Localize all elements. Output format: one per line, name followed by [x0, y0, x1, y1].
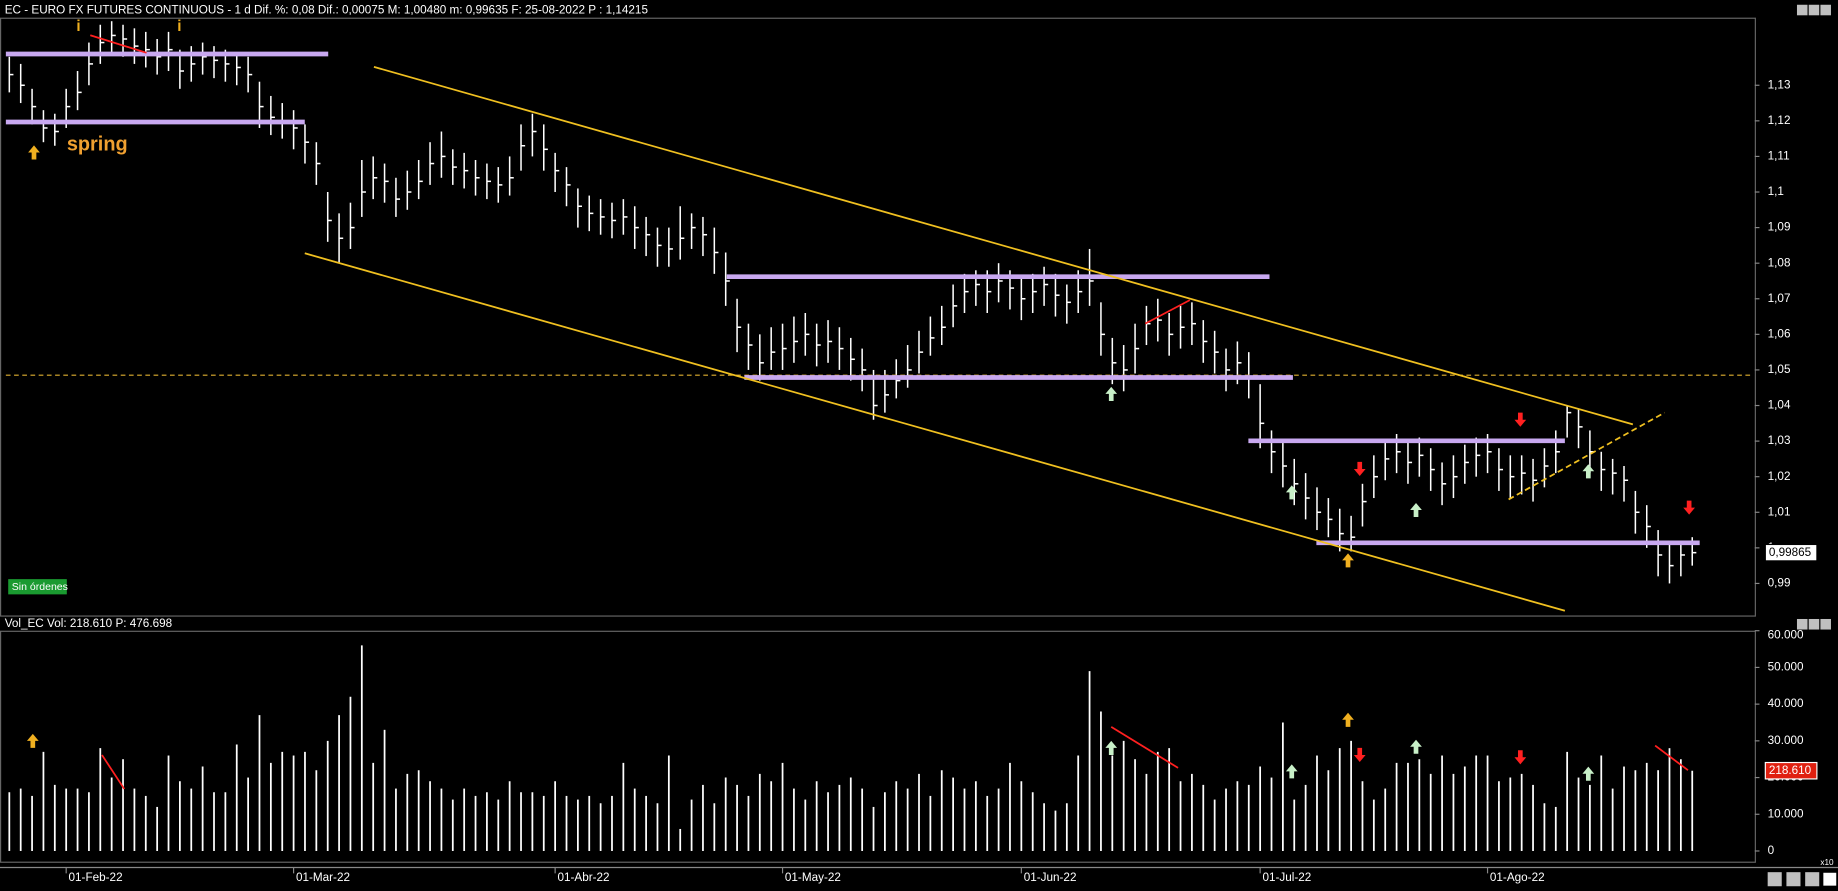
y-tick-label: 60.000: [1768, 628, 1804, 641]
last-value-label: 218.610: [1769, 764, 1812, 777]
y-tick-label: 50.000: [1768, 661, 1804, 674]
divergence: [1110, 726, 1179, 769]
divergence: [101, 754, 125, 790]
last-value-label: 0,99865: [1769, 546, 1812, 559]
y-tick-label: 1,03: [1768, 434, 1791, 447]
x-tick-label: 01-Feb-22: [69, 871, 123, 884]
orders-badge: [8, 579, 67, 595]
divergence-lines: [89, 34, 1689, 790]
x-tick-label: 01-Abr-22: [557, 871, 609, 884]
marker: i: [76, 18, 80, 35]
trend-lines: [304, 66, 1665, 612]
tool[interactable]: [1805, 872, 1820, 887]
y-tick-label: 1,06: [1768, 327, 1791, 340]
status-strip: [0, 881, 1838, 891]
last-value-box: [1764, 543, 1818, 562]
y-tick-label: 1,01: [1768, 505, 1791, 518]
minimize[interactable]: [1796, 4, 1808, 16]
y-tick-label: 1,07: [1768, 292, 1791, 305]
y-tick-label: 0,99: [1768, 577, 1791, 590]
y-tick-label: 1,13: [1768, 78, 1791, 91]
volume-panel: [0, 630, 1756, 863]
y-tick-label: 1,08: [1768, 256, 1791, 269]
window-buttons[interactable]: [1767, 4, 1838, 887]
restore[interactable]: [1808, 4, 1820, 16]
y-tick-label: 1,11: [1768, 150, 1790, 163]
x-tick-label: 01-Ago-22: [1490, 871, 1545, 884]
orders-label: Sin órdenes: [12, 581, 68, 593]
price-panel: [0, 17, 1756, 617]
tool[interactable]: [1822, 871, 1838, 887]
y-tick-label: 40.000: [1768, 697, 1804, 710]
divergence: [89, 34, 147, 54]
y-tick-label: 0: [1768, 844, 1775, 857]
channel-top: [373, 66, 1634, 426]
x-tick-label: 01-Mar-22: [296, 871, 350, 884]
y-tick-label: 1,09: [1768, 221, 1791, 234]
y-tick-label: 1,05: [1768, 363, 1791, 376]
wedge-line: [1508, 411, 1665, 501]
channel-bottom: [304, 252, 1566, 612]
spring-label: spring: [67, 134, 128, 156]
y-tick-label: 1,04: [1768, 399, 1791, 412]
support-lines: [5, 51, 1700, 546]
close[interactable]: [1820, 4, 1831, 16]
divergence: [1144, 299, 1191, 325]
minimize[interactable]: [1796, 618, 1808, 630]
y-tick-label: 30.000: [1768, 734, 1804, 747]
y-tick-label: 1,1: [1768, 185, 1784, 198]
series: 0,9911,011,021,031,041,051,061,071,081,0…: [8, 21, 1818, 884]
tool[interactable]: [1767, 872, 1782, 887]
marker: i: [177, 18, 181, 35]
save[interactable]: [1786, 872, 1801, 887]
volume-title: Vol_EC Vol: 218.610 P: 476.698: [5, 617, 173, 630]
drawings: spring i i Sin órdenes: [5, 18, 1753, 790]
y-tick-label: 1,12: [1768, 114, 1791, 127]
x-tick-label: 01-Jun-22: [1024, 871, 1077, 884]
close[interactable]: [1820, 618, 1831, 630]
restore[interactable]: [1808, 618, 1820, 630]
x-tick-label: 01-May-22: [785, 871, 841, 884]
last-value-box: [1764, 761, 1818, 780]
scale-note: x10: [1820, 858, 1834, 867]
divergence: [1654, 744, 1689, 771]
y-tick-label: 1,02: [1768, 470, 1791, 483]
x-tick-label: 01-Jul-22: [1262, 871, 1311, 884]
y-tick-label: 10.000: [1768, 807, 1804, 820]
chart-title: EC - EURO FX FUTURES CONTINUOUS - 1 d Di…: [5, 4, 649, 17]
